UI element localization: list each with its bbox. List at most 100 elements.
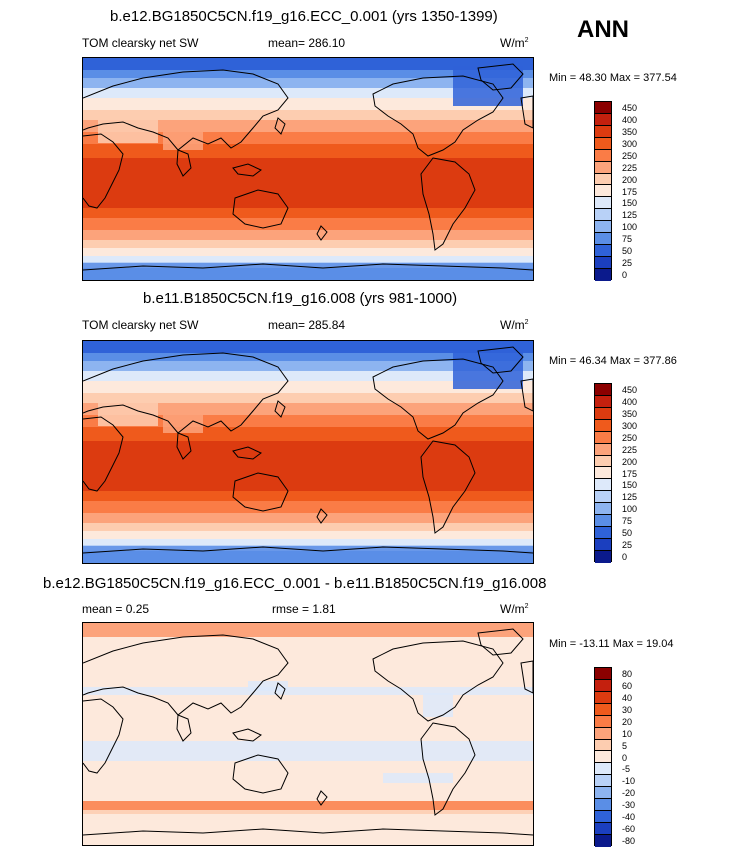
colorbar-swatch [595, 703, 611, 716]
coastline [83, 698, 124, 774]
colorbar-tick-label: 300 [622, 420, 638, 431]
colorbar-tick-label: -5 [622, 764, 631, 775]
map-fill-band [83, 513, 533, 523]
coastline [316, 790, 328, 806]
colorbar-swatch [595, 668, 611, 680]
panel1-units: W/m2 [500, 36, 529, 50]
map-fill-band [83, 403, 533, 415]
colorbar-swatch [595, 691, 611, 704]
map-fill-patch [123, 773, 183, 793]
panel3-map [82, 622, 534, 846]
map-fill-band [83, 98, 533, 110]
coastline [83, 133, 124, 209]
colorbar-tick-label: 75 [622, 516, 633, 527]
coastline [274, 117, 286, 135]
colorbar-swatch [595, 467, 611, 480]
map-fill-band [83, 120, 533, 132]
coastline [232, 189, 289, 229]
colorbar-tick-label: 400 [622, 396, 638, 407]
panel3-colorbar [594, 667, 612, 847]
colorbar-swatch [595, 209, 611, 222]
colorbar-tick-label: 450 [622, 384, 638, 395]
coastline [83, 828, 533, 836]
map-fill-band [83, 208, 533, 218]
coastline [83, 352, 289, 434]
colorbar-tick-label: 175 [622, 468, 638, 479]
colorbar-swatch [595, 822, 611, 835]
colorbar-swatch [595, 113, 611, 126]
panel1-map-svg [83, 58, 533, 280]
coastline [232, 446, 262, 460]
colorbar-tick-label: 10 [622, 728, 633, 739]
colorbar-swatch [595, 775, 611, 788]
coastline [176, 149, 192, 177]
colorbar-swatch [595, 751, 611, 764]
colorbar-tick-label: 100 [622, 504, 638, 515]
colorbar-tick-label: -40 [622, 812, 636, 823]
colorbar-swatch [595, 538, 611, 551]
colorbar-swatch [595, 515, 611, 528]
colorbar-tick-label: 250 [622, 150, 638, 161]
coastline [176, 714, 192, 742]
coastline [83, 69, 289, 151]
panel2-bands [83, 341, 533, 563]
map-fill-band [83, 158, 533, 208]
map-fill-patch [163, 130, 203, 150]
coastline [520, 660, 533, 694]
map-fill-band [83, 58, 533, 70]
coastline [372, 75, 504, 157]
colorbar-swatch [595, 268, 611, 281]
map-fill-band [83, 623, 533, 637]
colorbar-swatch [595, 431, 611, 444]
colorbar-tick-label: 25 [622, 540, 633, 551]
panel1-coastlines [83, 63, 533, 271]
map-fill-band [83, 230, 533, 240]
colorbar-tick-label: 0 [622, 552, 628, 563]
coastline [83, 263, 533, 271]
map-fill-band [83, 256, 533, 262]
coastline [420, 157, 476, 251]
coastline [83, 416, 124, 492]
colorbar-swatch [595, 185, 611, 198]
colorbar-tick-label: 100 [622, 222, 638, 233]
colorbar-tick-label: 225 [622, 162, 638, 173]
map-fill-band [83, 110, 533, 120]
map-fill-band [83, 427, 533, 441]
map-fill-band [83, 491, 533, 501]
coastline [232, 163, 262, 177]
coastline [477, 346, 524, 374]
colorbar-tick-label: 450 [622, 102, 638, 113]
colorbar-tick-label: 40 [622, 692, 633, 703]
colorbar-swatch [595, 137, 611, 150]
colorbar-tick-label: -20 [622, 788, 636, 799]
map-fill-patch [383, 773, 453, 783]
map-fill-band [83, 240, 533, 248]
colorbar-swatch [595, 125, 611, 138]
colorbar-swatch [595, 221, 611, 234]
colorbar-tick-label: 0 [622, 270, 628, 281]
season-label: ANN [577, 16, 629, 43]
colorbar-tick-label: 5 [622, 740, 628, 751]
colorbar-tick-label: 200 [622, 456, 638, 467]
panel2-title: b.e11.B1850C5CN.f19_g16.008 (yrs 981-100… [143, 290, 458, 307]
colorbar-tick-label: 400 [622, 114, 638, 125]
colorbar-swatch [595, 395, 611, 408]
colorbar-swatch [595, 799, 611, 812]
colorbar-tick-label: 150 [622, 198, 638, 209]
map-fill-band [83, 218, 533, 230]
colorbar-swatch [595, 834, 611, 847]
colorbar-swatch [595, 727, 611, 740]
coastline [316, 225, 328, 241]
coastline [477, 628, 524, 656]
panel3-rmse: rmse = 1.81 [272, 602, 336, 616]
coastline [520, 95, 533, 129]
colorbar-swatch [595, 407, 611, 420]
panel3-coastlines [83, 628, 533, 836]
map-fill-band [83, 70, 533, 78]
coastline [274, 400, 286, 418]
coastline [274, 682, 286, 700]
coastline [83, 546, 533, 554]
panel1-variable: TOM clearsky net SW [82, 36, 199, 50]
coastline [477, 63, 524, 91]
map-fill-band [83, 361, 533, 371]
